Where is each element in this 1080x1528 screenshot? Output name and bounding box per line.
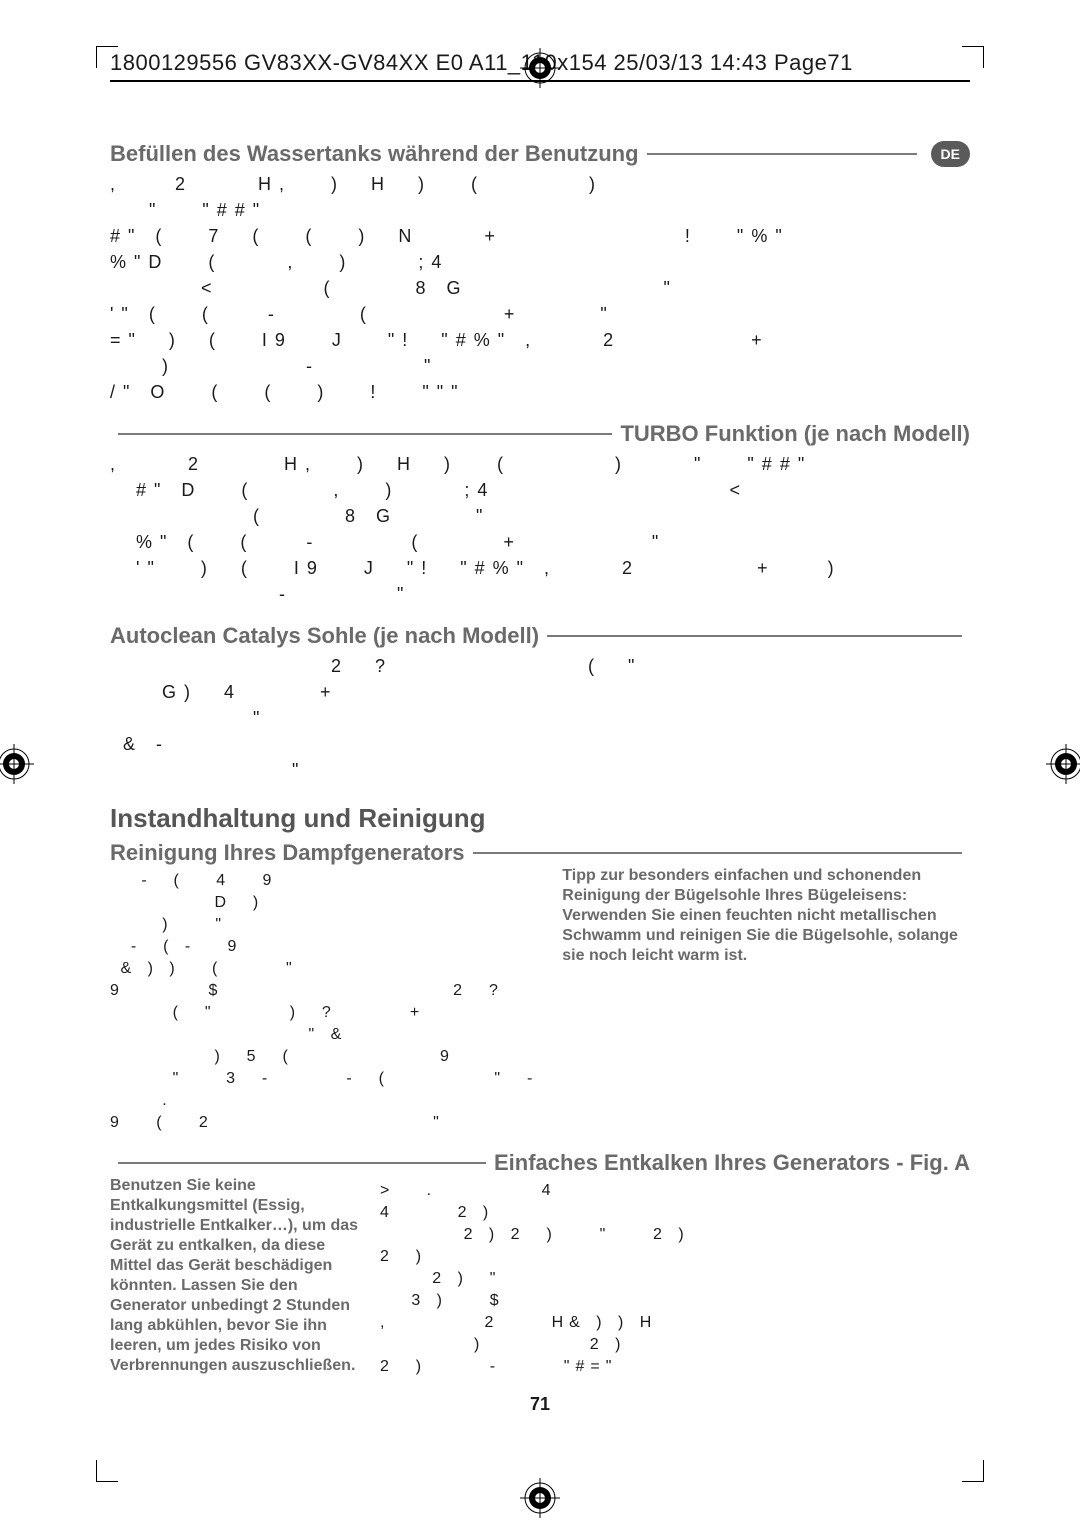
section-heading-2: TURBO Funktion (je nach Modell) bbox=[110, 421, 970, 447]
section-body-5-right: > . 4 4 2 ) 2 ) 2 ) " 2 ) 2 ) 2 ) " 3 ) … bbox=[380, 1176, 970, 1388]
section-rule bbox=[647, 153, 917, 155]
crop-mark-br bbox=[962, 1460, 984, 1482]
page-number: 71 bbox=[110, 1394, 970, 1415]
section-body-3: 2 ? ( " G) 4 + " & - " bbox=[110, 649, 970, 793]
section-title: Autoclean Catalys Sohle (je nach Modell) bbox=[110, 623, 539, 649]
registration-mark-icon bbox=[520, 1478, 560, 1518]
section-rule bbox=[118, 1162, 486, 1164]
section-heading-1: Befüllen des Wassertanks während der Ben… bbox=[110, 141, 970, 167]
section-body-4: - ( 4 9 D ) ) " - ( - 9 & ) ) ( " 9 $ 2 … bbox=[110, 866, 970, 1144]
section-title: Befüllen des Wassertanks während der Ben… bbox=[110, 141, 639, 167]
main-heading: Instandhaltung und Reinigung bbox=[110, 803, 970, 834]
section-heading-4: Reinigung Ihres Dampfgenerators bbox=[110, 840, 970, 866]
section-body-2: , 2 H, ) H ) ( ) " "##" #" D ( , ) ;4 < … bbox=[110, 447, 970, 617]
registration-mark-icon bbox=[0, 744, 34, 784]
section-heading-5: Einfaches Entkalken Ihres Generators - F… bbox=[110, 1150, 970, 1176]
section-body-1: , 2 H, ) H ) ( ) " "##" #" ( 7 ( ( ) N +… bbox=[110, 167, 970, 415]
section-body-4-left: - ( 4 9 D ) ) " - ( - 9 & ) ) ( " 9 $ 2 … bbox=[110, 866, 538, 1144]
cleaning-tip: Tipp zur besonders einfachen und schonen… bbox=[562, 866, 970, 1144]
crop-mark-tr bbox=[962, 46, 984, 68]
section-rule bbox=[473, 852, 962, 854]
language-badge: DE bbox=[931, 141, 970, 167]
section-rule bbox=[118, 433, 612, 435]
section-rule bbox=[547, 635, 962, 637]
section-title: TURBO Funktion (je nach Modell) bbox=[620, 421, 970, 447]
running-header: 1800129556 GV83XX-GV84XX E0 A11_110x154 … bbox=[110, 50, 853, 76]
section-title: Einfaches Entkalken Ihres Generators - F… bbox=[494, 1150, 970, 1176]
section-heading-3: Autoclean Catalys Sohle (je nach Modell) bbox=[110, 623, 970, 649]
section-title: Reinigung Ihres Dampfgenerators bbox=[110, 840, 465, 866]
section-body-5: Benutzen Sie keine Entkalkungsmittel (Es… bbox=[110, 1176, 970, 1388]
page-content: Befüllen des Wassertanks während der Ben… bbox=[110, 135, 970, 1415]
descaling-warning-note: Benutzen Sie keine Entkalkungsmittel (Es… bbox=[110, 1176, 360, 1388]
crop-mark-bl bbox=[96, 1460, 118, 1482]
registration-mark-icon bbox=[520, 48, 560, 88]
registration-mark-icon bbox=[1046, 744, 1080, 784]
